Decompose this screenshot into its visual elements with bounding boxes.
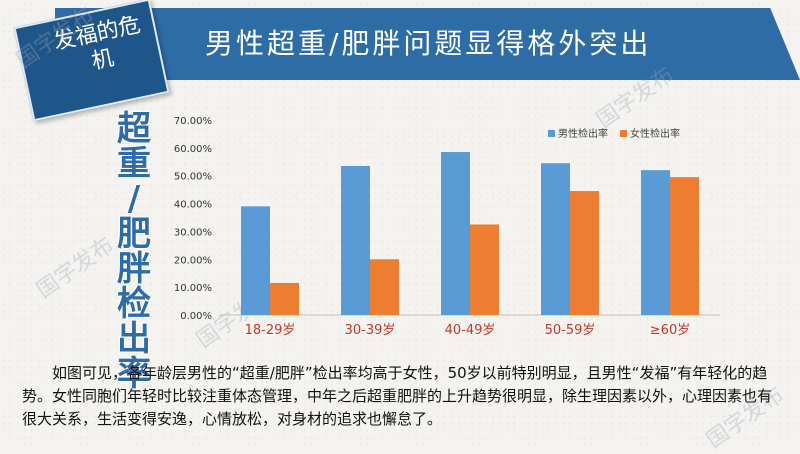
x-category-label: 30-39岁 [345, 323, 396, 338]
bar-male [341, 165, 370, 315]
bar-male [441, 152, 470, 315]
bar-male [641, 170, 670, 315]
bar-male [241, 206, 270, 315]
y-tick-label: 10.00% [174, 283, 212, 294]
legend-swatch [620, 130, 627, 137]
y-tick-label: 30.00% [174, 227, 212, 238]
page-title: 男性超重/肥胖问题显得格外突出 [205, 27, 652, 60]
x-category-label: 40-49岁 [445, 323, 496, 338]
x-category-label: 50-59岁 [545, 323, 596, 338]
title-banner [55, 8, 800, 80]
bar-female [370, 259, 399, 315]
bar-female [270, 282, 299, 315]
side-title: 超 重 / 肥 胖 检 出 率 [117, 109, 151, 394]
y-tick-label: 50.00% [174, 172, 212, 183]
legend-swatch [548, 130, 555, 137]
y-tick-label: 70.00% [174, 116, 212, 127]
y-tick-label: 40.00% [174, 200, 212, 211]
bar-female [470, 224, 499, 315]
bar-female [570, 191, 599, 315]
x-category-label: ≥60岁 [650, 323, 690, 338]
y-tick-label: 60.00% [174, 144, 212, 155]
y-tick-label: 20.00% [174, 255, 212, 266]
x-category-label: 18-29岁 [245, 323, 296, 338]
bar-male [541, 163, 570, 315]
bar-female [670, 177, 699, 315]
caption-paragraph: 如图可见，各年龄层男性的“超重/肥胖”检出率均高于女性，50岁以前特别明显，且男… [22, 364, 773, 428]
legend-label: 男性检出率 [558, 127, 608, 140]
y-tick-label: 0.00% [180, 311, 212, 322]
legend-label: 女性检出率 [630, 127, 680, 140]
